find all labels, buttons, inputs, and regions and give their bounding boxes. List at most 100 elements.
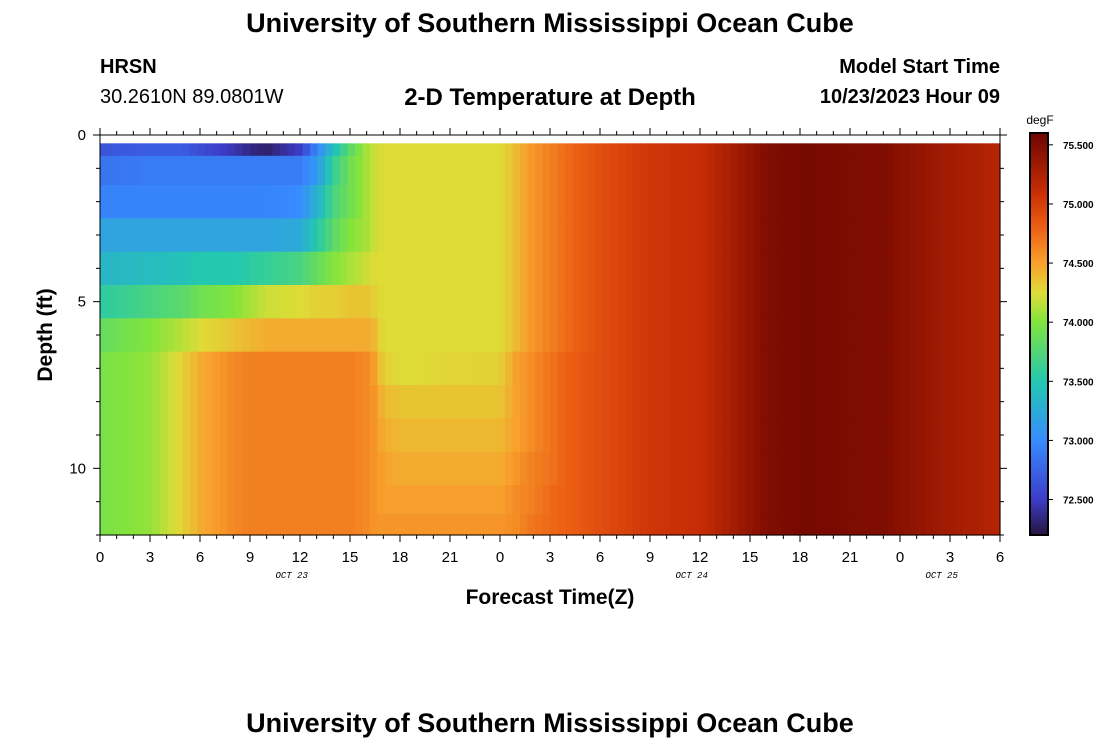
heatmap-cell xyxy=(617,385,626,419)
heatmap-cell xyxy=(392,185,401,219)
heatmap-cell xyxy=(752,418,761,453)
heatmap-cell xyxy=(640,318,649,353)
heatmap-cell xyxy=(685,155,694,186)
heatmap-cell xyxy=(550,351,559,386)
heatmap-cell xyxy=(527,185,536,219)
heatmap-cell xyxy=(722,485,731,515)
heatmap-cell xyxy=(902,218,911,253)
heatmap-cell xyxy=(797,155,806,186)
heatmap-cell xyxy=(145,485,154,515)
heatmap-cell xyxy=(422,514,431,536)
heatmap-cell xyxy=(700,418,709,453)
heatmap-cell xyxy=(872,385,881,419)
x-tick-label: 6 xyxy=(196,549,204,566)
heatmap-cell xyxy=(310,418,319,453)
heatmap-cell xyxy=(467,285,476,319)
heatmap-cell xyxy=(295,143,304,157)
heatmap-cell xyxy=(677,318,686,353)
heatmap-cell xyxy=(482,251,491,286)
heatmap-cell xyxy=(692,251,701,286)
heatmap-cell xyxy=(775,451,784,486)
heatmap-cell xyxy=(415,351,424,386)
heatmap-cell xyxy=(250,155,259,186)
heatmap-cell xyxy=(647,318,656,353)
heatmap-cell xyxy=(122,143,131,157)
heatmap-cell xyxy=(977,285,986,319)
heatmap-cell xyxy=(700,155,709,186)
heatmap-cell xyxy=(265,385,274,419)
heatmap-cell xyxy=(362,155,371,186)
heatmap-cell xyxy=(520,318,529,353)
heatmap-cell xyxy=(917,251,926,286)
heatmap-cell xyxy=(790,485,799,515)
heatmap-cell xyxy=(985,318,994,353)
heatmap-cell xyxy=(992,155,1001,186)
heatmap-cell xyxy=(272,318,281,353)
heatmap-cell xyxy=(625,514,634,536)
heatmap-cell xyxy=(437,143,446,157)
heatmap-cell xyxy=(392,514,401,536)
heatmap-cell xyxy=(557,218,566,253)
heatmap-cell xyxy=(925,485,934,515)
heatmap-cell xyxy=(580,155,589,186)
heatmap-cell xyxy=(677,485,686,515)
heatmap-cell xyxy=(827,285,836,319)
heatmap-cell xyxy=(580,451,589,486)
heatmap-cell xyxy=(602,251,611,286)
heatmap-cell xyxy=(317,155,326,186)
heatmap-cell xyxy=(677,143,686,157)
heatmap-cell xyxy=(820,218,829,253)
heatmap-cell xyxy=(872,451,881,486)
heatmap-cell xyxy=(572,418,581,453)
heatmap-cell xyxy=(692,143,701,157)
colorbar-tick-label: 72.500 xyxy=(1063,496,1094,507)
heatmap-cell xyxy=(250,251,259,286)
heatmap-cell xyxy=(392,155,401,186)
heatmap-cell xyxy=(505,451,514,486)
heatmap-cell xyxy=(985,251,994,286)
heatmap-cell xyxy=(670,143,679,157)
heatmap-cell xyxy=(932,185,941,219)
heatmap-cell xyxy=(572,185,581,219)
heatmap-cell xyxy=(647,451,656,486)
heatmap-cell xyxy=(437,318,446,353)
heatmap-cell xyxy=(497,451,506,486)
heatmap-cell xyxy=(235,218,244,253)
heatmap-cell xyxy=(355,418,364,453)
heatmap-cell xyxy=(662,318,671,353)
heatmap-cell xyxy=(100,285,109,319)
heatmap-cell xyxy=(190,185,199,219)
heatmap-cell xyxy=(895,185,904,219)
heatmap-cell xyxy=(715,318,724,353)
heatmap-cell xyxy=(385,318,394,353)
heatmap-cell xyxy=(152,155,161,186)
heatmap-cell xyxy=(707,514,716,536)
heatmap-cell xyxy=(767,451,776,486)
heatmap-cell xyxy=(707,155,716,186)
heatmap-cell xyxy=(407,318,416,353)
heatmap-cell xyxy=(295,351,304,386)
heatmap-cell xyxy=(265,485,274,515)
heatmap-cell xyxy=(602,143,611,157)
heatmap-cell xyxy=(827,485,836,515)
heatmap-cell xyxy=(287,318,296,353)
heatmap-cell xyxy=(520,143,529,157)
heatmap-cell xyxy=(850,385,859,419)
heatmap-cell xyxy=(722,451,731,486)
heatmap-cell xyxy=(175,285,184,319)
x-tick-label: 15 xyxy=(342,549,359,566)
heatmap-cell xyxy=(760,418,769,453)
heatmap-cell xyxy=(400,385,409,419)
heatmap-cell xyxy=(212,485,221,515)
heatmap-cell xyxy=(160,485,169,515)
heatmap-cell xyxy=(962,143,971,157)
heatmap-cell xyxy=(182,485,191,515)
heatmap-cell xyxy=(887,451,896,486)
heatmap-cell xyxy=(752,485,761,515)
heatmap-cell xyxy=(797,185,806,219)
heatmap-cell xyxy=(152,451,161,486)
heatmap-cell xyxy=(662,285,671,319)
heatmap-cell xyxy=(497,218,506,253)
heatmap-cell xyxy=(790,318,799,353)
heatmap-cell xyxy=(310,185,319,219)
